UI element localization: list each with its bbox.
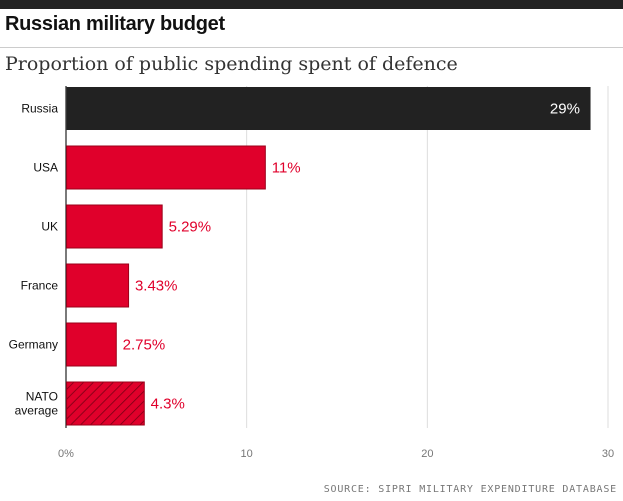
source-note: SOURCE: SIPRI MILITARY EXPENDITURE DATAB… <box>323 484 617 495</box>
bar <box>66 263 130 308</box>
value-label: 2.75% <box>123 337 166 354</box>
category-label: Germany <box>9 338 58 352</box>
x-tick-label: 0% <box>58 448 74 460</box>
value-label: 4.3% <box>151 396 185 413</box>
chart-title: Russian military budget <box>5 13 225 35</box>
chart-subtitle: Proportion of public spending spent of d… <box>5 53 458 75</box>
bar <box>66 322 117 367</box>
category-label: Russia <box>21 102 58 116</box>
top-rule <box>0 0 623 9</box>
x-tick-label: 30 <box>602 448 614 460</box>
category-label: average <box>15 404 59 418</box>
bar <box>66 381 145 426</box>
category-label: UK <box>41 220 58 234</box>
x-tick-label: 20 <box>421 448 433 460</box>
category-label: France <box>21 279 59 293</box>
value-label: 3.43% <box>135 278 178 295</box>
bar <box>66 87 591 130</box>
x-tick-label: 10 <box>241 448 253 460</box>
category-label: NATO <box>26 390 58 404</box>
bar <box>66 204 163 249</box>
value-label: 5.29% <box>169 219 212 236</box>
value-label: 11% <box>272 160 301 177</box>
value-label: 29% <box>550 101 580 118</box>
bar <box>66 145 266 190</box>
title-divider <box>0 47 623 48</box>
category-label: USA <box>33 161 58 175</box>
